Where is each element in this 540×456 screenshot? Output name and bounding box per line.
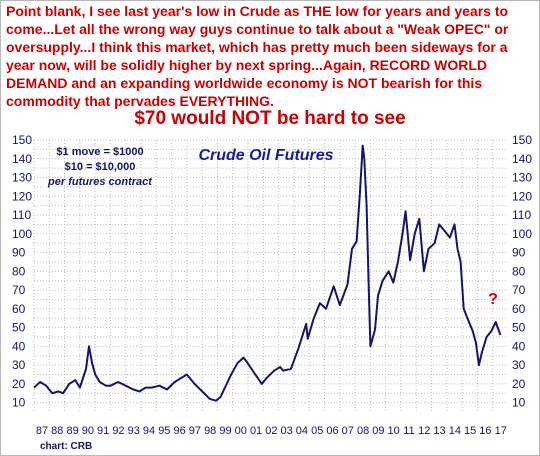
y-tick-label-left: 90 — [12, 246, 26, 260]
y-tick-label-left: 120 — [12, 189, 32, 203]
y-tick-label-right: 80 — [512, 264, 526, 278]
y-tick-label-left: 30 — [12, 358, 26, 372]
x-tick-label: 96 — [173, 425, 185, 437]
y-tick-label-left: 80 — [12, 264, 26, 278]
x-tick-label: 02 — [265, 425, 277, 437]
y-tick-label-left: 10 — [12, 396, 26, 410]
x-tick-label: 87 — [36, 425, 48, 437]
headline: $70 would NOT be hard to see — [134, 108, 406, 129]
x-tick-label: 95 — [158, 425, 170, 437]
x-tick-label: 09 — [372, 425, 384, 437]
x-tick-label: 14 — [449, 425, 461, 437]
x-tick-label: 88 — [51, 425, 63, 437]
question-mark: ? — [488, 291, 498, 308]
x-tick-label: 16 — [479, 425, 491, 437]
y-tick-label-left: 50 — [12, 321, 26, 335]
commentary-emphasis-2: RECORD WORLD DEMAND — [6, 57, 487, 91]
commentary-text-2: low for years and years to come...Let al… — [6, 3, 509, 73]
grid-lines — [33, 139, 508, 412]
x-tick-label: 89 — [66, 425, 78, 437]
x-tick-label: 03 — [281, 425, 293, 437]
y-tick-label-right: 90 — [512, 246, 526, 260]
y-tick-label-left: 60 — [12, 302, 26, 316]
x-tick-label: 93 — [128, 425, 140, 437]
y-tick-label-left: 70 — [12, 283, 26, 297]
y-tick-label-right: 150 — [512, 134, 532, 147]
commentary-text-4: bearish for this commodity that pervades — [6, 75, 483, 109]
y-tick-label-right: 40 — [512, 339, 526, 353]
chart-title: Crude Oil Futures — [198, 147, 333, 164]
x-tick-label: 04 — [296, 425, 308, 437]
x-tick-label: 92 — [112, 425, 124, 437]
y-tick-label-right: 30 — [512, 358, 526, 372]
y-tick-label-left: 130 — [12, 171, 32, 185]
x-tick-label: 98 — [204, 425, 216, 437]
y-tick-label-left: 140 — [12, 152, 32, 166]
x-tick-label: 01 — [250, 425, 262, 437]
x-tick-label: 91 — [97, 425, 109, 437]
commentary-emphasis-3: NOT — [347, 75, 378, 91]
x-tick-label: 15 — [464, 425, 476, 437]
y-tick-label-right: 120 — [512, 189, 532, 203]
commentary-emphasis-4: EVERYTHING — [179, 93, 271, 109]
y-tick-label-right: 100 — [512, 227, 532, 241]
series-line — [33, 144, 502, 402]
x-tick-label: 00 — [235, 425, 247, 437]
note-line-3: per futures contract — [47, 176, 153, 188]
y-axis-right-labels: 10 20 30 40 50 60 70 80 90 100 110 120 130 140 150 — [512, 134, 532, 410]
x-tick-label: 97 — [189, 425, 201, 437]
source-label: chart: CRB — [40, 441, 92, 452]
y-tick-label-left: 40 — [12, 339, 26, 353]
y-tick-label-left: 100 — [12, 227, 32, 241]
y-tick-label-right: 60 — [512, 302, 526, 316]
y-tick-label-right: 10 — [512, 396, 526, 410]
y-tick-label-left: 20 — [12, 377, 26, 391]
y-tick-label-left: 110 — [12, 208, 31, 222]
commentary-text-5: . — [270, 93, 274, 109]
x-tick-label: 17 — [495, 425, 507, 437]
x-tick-label: 13 — [433, 425, 445, 437]
note-line-1: $1 move = $1000 — [56, 146, 143, 158]
commentary-text-1: Point blank, I see last year's low in Cr… — [6, 3, 304, 19]
x-tick-label: 12 — [418, 425, 430, 437]
commentary-paragraph: Point blank, I see last year's low in Cr… — [6, 2, 536, 110]
x-tick-label: 90 — [82, 425, 94, 437]
y-tick-label-left: 150 — [12, 134, 32, 147]
y-tick-label-right: 50 — [512, 321, 526, 335]
x-tick-label: 05 — [311, 425, 323, 437]
commentary-text-3: and an expanding worldwide economy is — [67, 75, 348, 91]
x-tick-label: 11 — [403, 425, 414, 437]
x-tick-label: 08 — [357, 425, 369, 437]
y-axis-left-labels: 10 20 30 40 50 60 70 80 90 100 110 120 130 140 150 — [12, 134, 32, 410]
x-tick-label: 99 — [219, 425, 231, 437]
y-tick-label-right: 70 — [512, 283, 526, 297]
x-tick-label: 94 — [143, 425, 155, 437]
x-tick-label: 10 — [388, 425, 400, 437]
y-tick-label-right: 130 — [512, 171, 532, 185]
x-tick-label: 07 — [342, 425, 354, 437]
x-axis-labels: 87 88 89 90 91 92 93 94 95 96 97 98 99 00 01 02 03 04 05 06… — [36, 425, 507, 437]
y-tick-label-right: 140 — [512, 152, 532, 166]
y-tick-label-right: 110 — [512, 208, 531, 222]
y-tick-label-right: 20 — [512, 377, 526, 391]
commentary-emphasis-1: THE — [303, 3, 332, 19]
x-tick-label: 06 — [326, 425, 338, 437]
note-line-2: $10 = $10,000 — [65, 161, 136, 173]
